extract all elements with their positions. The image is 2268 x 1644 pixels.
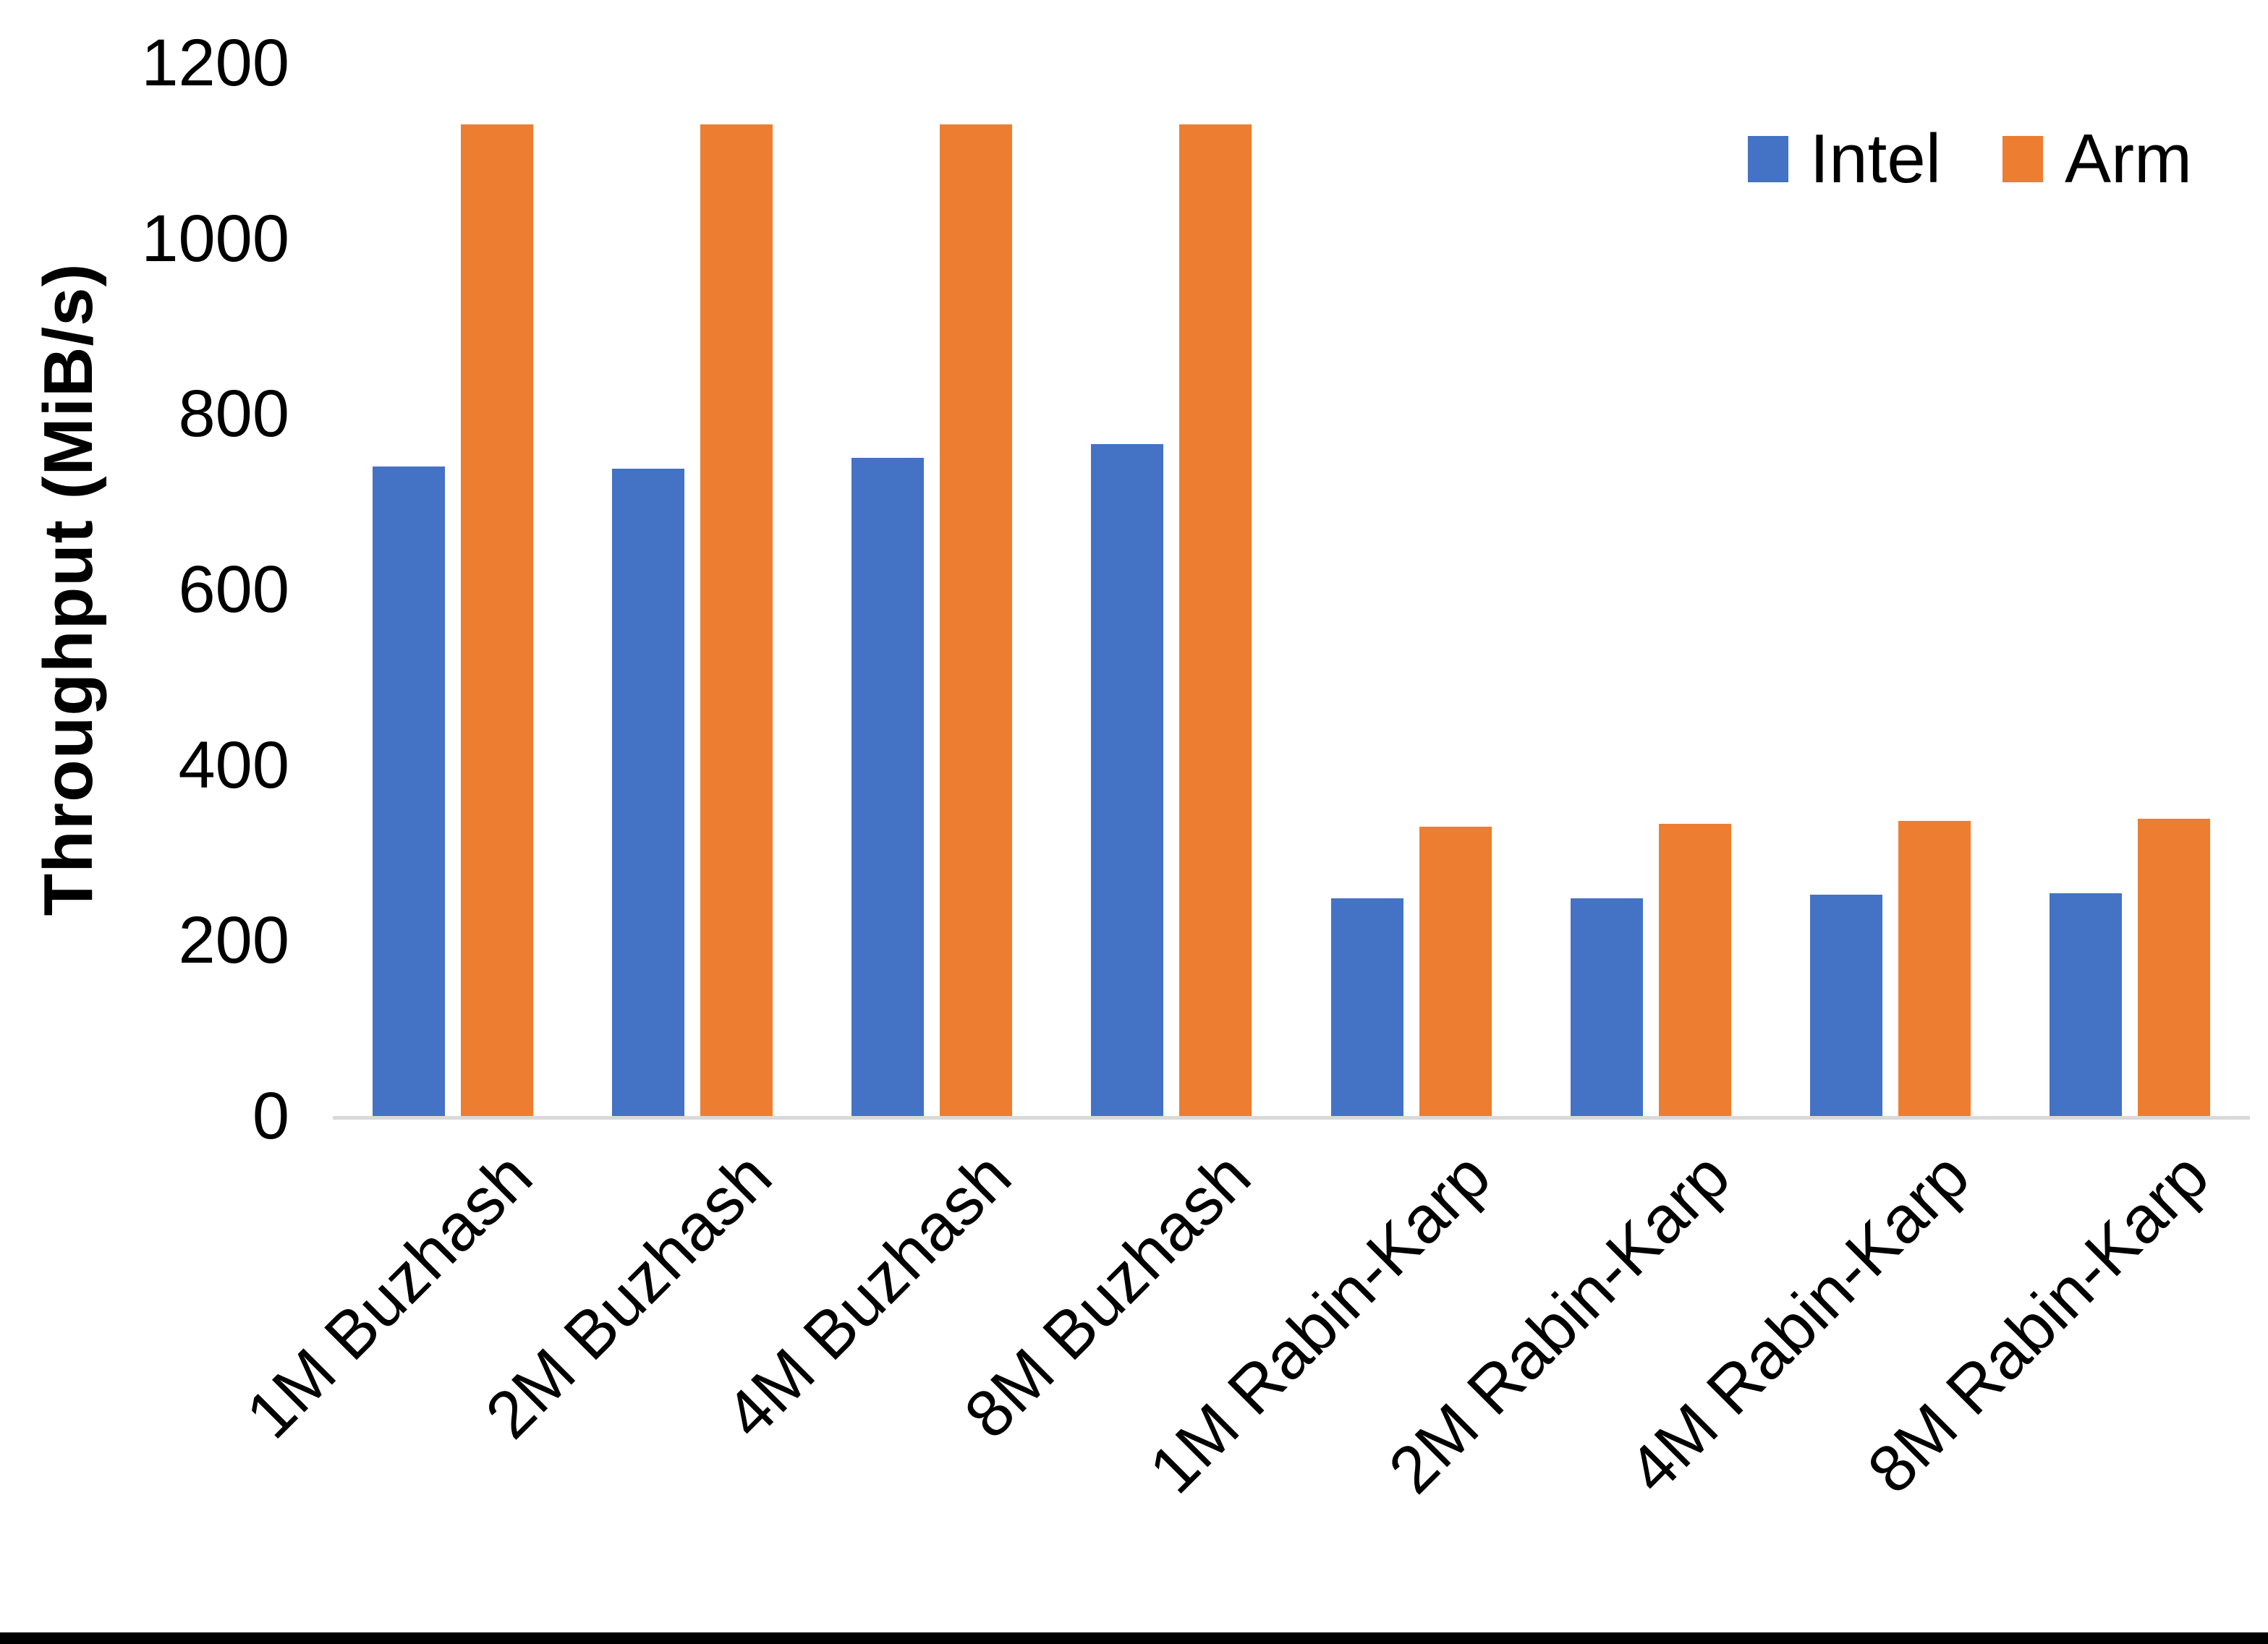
bar-arm-2m-rabin-karp: [1658, 824, 1731, 1116]
legend-swatch-intel: [1747, 136, 1788, 182]
bar-arm-8m-buzhash: [1179, 124, 1252, 1116]
y-tick-label-1000: 1000: [141, 201, 289, 276]
bar-intel-8m-buzhash: [1091, 444, 1164, 1116]
bar-arm-4m-buzhash: [940, 124, 1013, 1116]
y-tick-label-600: 600: [178, 553, 290, 626]
bar-group-1m-rabin-karp: [1291, 63, 1531, 1116]
plot-area: [333, 63, 2250, 1120]
bar-intel-2m-buzhash: [611, 469, 684, 1116]
bar-intel-4m-rabin-karp: [1810, 895, 1883, 1116]
bar-arm-1m-rabin-karp: [1419, 827, 1492, 1116]
bar-group-2m-rabin-karp: [1531, 63, 1770, 1116]
legend-swatch-arm: [2002, 136, 2044, 182]
bar-group-4m-buzhash: [812, 63, 1052, 1116]
legend: Intel Arm: [1747, 120, 2192, 197]
bar-group-1m-buzhash: [333, 63, 572, 1116]
y-tick-label-200: 200: [178, 903, 290, 978]
bar-intel-1m-buzhash: [372, 467, 445, 1116]
legend-label-intel: Intel: [1809, 120, 1942, 197]
bottom-border: [0, 1632, 2268, 1644]
legend-item-arm: Arm: [2002, 124, 2192, 194]
bar-intel-1m-rabin-karp: [1330, 898, 1403, 1116]
y-tick-label-400: 400: [178, 728, 290, 802]
legend-item-intel: Intel: [1747, 120, 1942, 197]
bar-intel-2m-rabin-karp: [1570, 898, 1643, 1116]
legend-label-arm: Arm: [2065, 120, 2192, 197]
bar-arm-1m-buzhash: [460, 124, 533, 1116]
bar-arm-8m-rabin-karp: [2138, 819, 2211, 1116]
y-tick-label-1200: 1200: [141, 26, 289, 100]
bar-intel-4m-buzhash: [851, 458, 925, 1116]
bar-group-8m-rabin-karp: [2010, 63, 2250, 1116]
bar-arm-2m-buzhash: [700, 124, 773, 1116]
bar-group-8m-buzhash: [1052, 63, 1291, 1116]
y-tick-label-800: 800: [178, 377, 290, 451]
bar-group-2m-buzhash: [572, 63, 812, 1116]
y-tick-label-0: 0: [252, 1079, 289, 1153]
bar-intel-8m-rabin-karp: [2050, 893, 2123, 1116]
bar-group-4m-rabin-karp: [1771, 63, 2010, 1116]
bar-arm-4m-rabin-karp: [1898, 821, 1971, 1116]
